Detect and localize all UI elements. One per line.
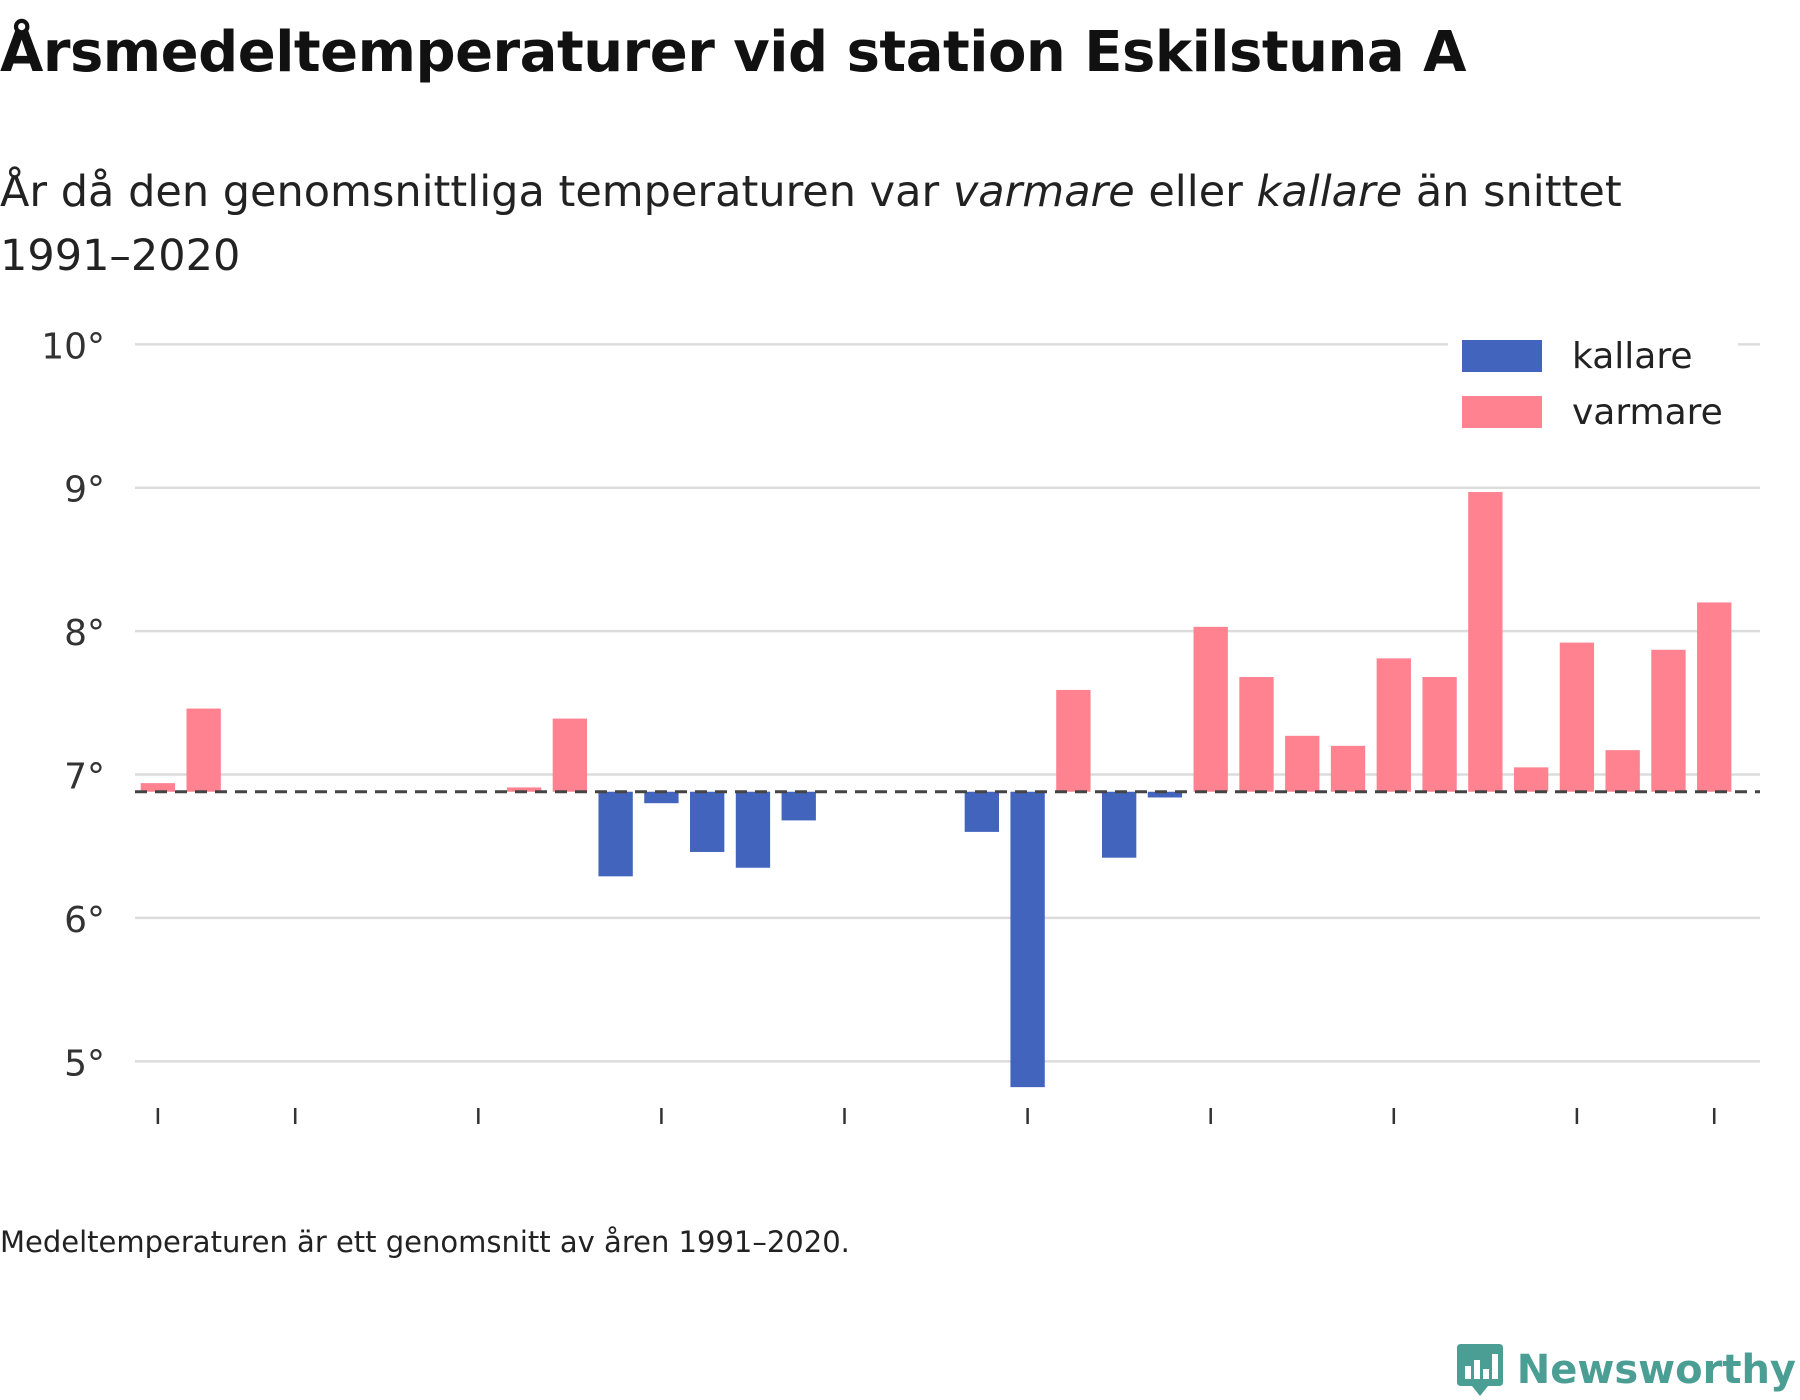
legend-swatch-kallare <box>1462 340 1542 372</box>
bar-kallare-2013 <box>1147 791 1183 798</box>
bar-chart: 5°6°7°8°9°10°199119941998200220062010201… <box>41 330 1760 1124</box>
bar-varmare-2017 <box>1330 745 1366 792</box>
bar-varmare-2025 <box>1697 602 1732 792</box>
y-tick-label: 6° <box>64 900 105 941</box>
y-tick-label: 7° <box>64 757 105 798</box>
bar-kallare-2002 <box>644 791 679 804</box>
legend-label-kallare: kallare <box>1572 336 1693 377</box>
subtitle-suffix: än snittet 1991–2020 <box>0 167 1622 281</box>
bar-kallare-2005 <box>781 791 816 821</box>
bar-varmare-1999 <box>506 787 542 792</box>
chart-subtitle: År då den genomsnittliga temperaturen va… <box>0 160 1700 288</box>
bar-kallare-2009 <box>964 791 999 832</box>
footnote: Medeltemperaturen är ett genomsnitt av å… <box>0 1225 850 1259</box>
y-tick-label: 8° <box>64 613 105 654</box>
legend-label-varmare: varmare <box>1572 392 1723 433</box>
bar-varmare-2015 <box>1239 677 1274 792</box>
newsworthy-logo-icon <box>1456 1344 1503 1396</box>
brand-logo: Newsworthy <box>1455 1342 1796 1398</box>
bar-kallare-2001 <box>598 791 633 877</box>
bar-varmare-2023 <box>1605 750 1640 792</box>
chart-title: Årsmedeltemperaturer vid station Eskilst… <box>0 20 1466 85</box>
bar-varmare-2014 <box>1193 626 1228 792</box>
bar-varmare-2020 <box>1468 492 1503 792</box>
bar-varmare-2024 <box>1651 649 1686 792</box>
subtitle-cold-word: kallare <box>1256 167 1403 217</box>
legend-swatch-varmare <box>1462 396 1542 428</box>
bar-varmare-2019 <box>1422 677 1457 792</box>
bar-varmare-1992 <box>186 708 221 792</box>
bar-kallare-2004 <box>735 791 771 868</box>
bar-kallare-2003 <box>690 791 725 852</box>
bar-kallare-2010 <box>1010 791 1045 1088</box>
bar-kallare-2012 <box>1101 791 1137 858</box>
subtitle-prefix: År då den genomsnittliga temperaturen va… <box>0 167 953 217</box>
bar-varmare-2021 <box>1513 767 1549 792</box>
bar-varmare-2011 <box>1056 689 1091 792</box>
y-tick-label: 10° <box>41 330 105 367</box>
subtitle-warm-word: varmare <box>952 167 1135 217</box>
bar-varmare-2022 <box>1559 642 1595 792</box>
bar-varmare-1991 <box>140 783 176 792</box>
bar-varmare-2016 <box>1285 735 1320 792</box>
bar-varmare-2000 <box>552 718 588 792</box>
bar-varmare-2018 <box>1376 658 1411 792</box>
y-tick-label: 9° <box>64 470 105 511</box>
subtitle-middle: eller <box>1134 167 1257 217</box>
y-tick-label: 5° <box>64 1043 105 1084</box>
brand-name: Newsworthy <box>1516 1347 1796 1393</box>
